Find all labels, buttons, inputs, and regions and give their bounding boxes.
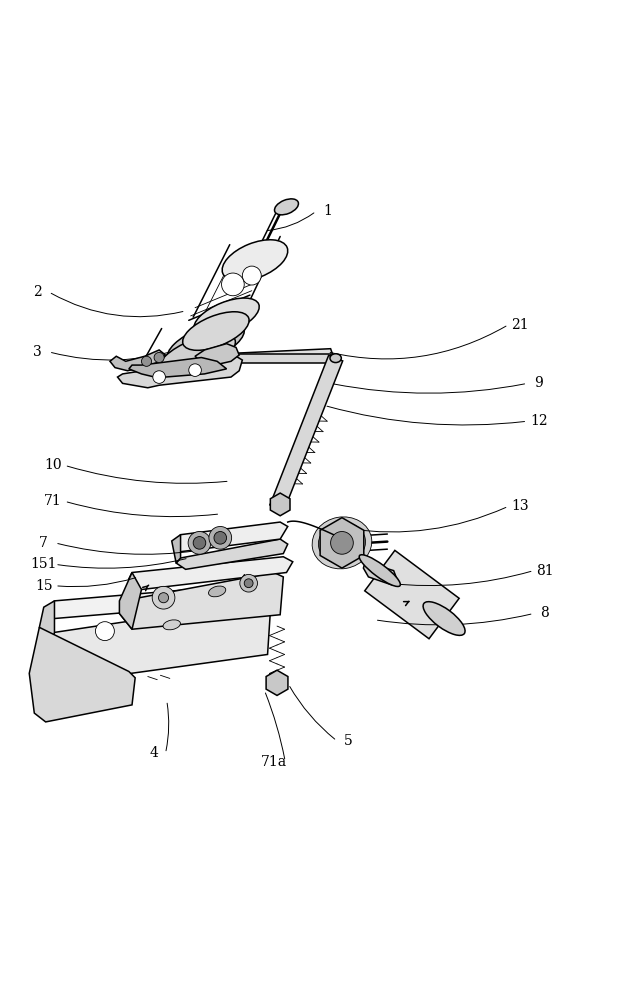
- Text: 15: 15: [35, 579, 53, 593]
- Ellipse shape: [209, 586, 226, 597]
- Polygon shape: [48, 601, 271, 683]
- Ellipse shape: [319, 522, 366, 563]
- Text: 81: 81: [536, 564, 554, 578]
- Ellipse shape: [312, 517, 372, 569]
- Text: 4: 4: [149, 746, 158, 760]
- Circle shape: [152, 586, 175, 609]
- Polygon shape: [48, 583, 271, 619]
- Polygon shape: [364, 550, 459, 639]
- Polygon shape: [266, 670, 288, 695]
- Text: 9: 9: [534, 376, 543, 390]
- Polygon shape: [120, 573, 141, 629]
- Polygon shape: [270, 493, 290, 516]
- Text: 7: 7: [39, 536, 48, 550]
- Text: 1: 1: [323, 204, 332, 218]
- Circle shape: [240, 574, 258, 592]
- Ellipse shape: [158, 334, 235, 376]
- Ellipse shape: [194, 298, 259, 336]
- Polygon shape: [172, 535, 181, 563]
- Text: 12: 12: [530, 414, 548, 428]
- Polygon shape: [129, 358, 226, 378]
- Polygon shape: [110, 350, 165, 371]
- Ellipse shape: [163, 620, 181, 630]
- Ellipse shape: [222, 240, 287, 281]
- Circle shape: [209, 526, 232, 549]
- Text: 71a: 71a: [261, 755, 287, 769]
- Ellipse shape: [167, 322, 244, 365]
- Text: 13: 13: [511, 499, 529, 513]
- Circle shape: [244, 579, 253, 588]
- Text: 21: 21: [511, 318, 529, 332]
- Circle shape: [154, 352, 164, 363]
- Polygon shape: [363, 562, 397, 585]
- Circle shape: [242, 266, 261, 285]
- Text: 5: 5: [344, 734, 352, 748]
- Polygon shape: [176, 539, 287, 569]
- Polygon shape: [39, 601, 55, 654]
- Polygon shape: [195, 344, 239, 364]
- Ellipse shape: [423, 602, 465, 635]
- Ellipse shape: [275, 199, 298, 215]
- Text: 151: 151: [31, 557, 57, 571]
- Circle shape: [141, 356, 151, 366]
- Circle shape: [95, 622, 114, 641]
- Polygon shape: [120, 573, 283, 629]
- Text: 10: 10: [45, 458, 62, 472]
- Ellipse shape: [330, 354, 342, 363]
- Text: 3: 3: [33, 345, 42, 359]
- Polygon shape: [223, 349, 334, 363]
- Circle shape: [214, 532, 226, 544]
- Circle shape: [188, 532, 211, 554]
- Polygon shape: [129, 557, 293, 590]
- Text: 2: 2: [33, 285, 42, 299]
- Circle shape: [153, 371, 165, 383]
- Polygon shape: [320, 518, 364, 568]
- Circle shape: [221, 273, 244, 296]
- Circle shape: [158, 593, 169, 603]
- Polygon shape: [270, 355, 343, 510]
- Text: 71: 71: [45, 494, 62, 508]
- Ellipse shape: [359, 555, 400, 587]
- Polygon shape: [176, 522, 287, 552]
- Circle shape: [189, 364, 202, 376]
- Polygon shape: [29, 627, 135, 722]
- Text: 8: 8: [541, 606, 550, 620]
- Polygon shape: [118, 356, 242, 388]
- Circle shape: [193, 537, 206, 549]
- Ellipse shape: [183, 312, 249, 350]
- Polygon shape: [223, 354, 331, 363]
- Circle shape: [331, 532, 354, 554]
